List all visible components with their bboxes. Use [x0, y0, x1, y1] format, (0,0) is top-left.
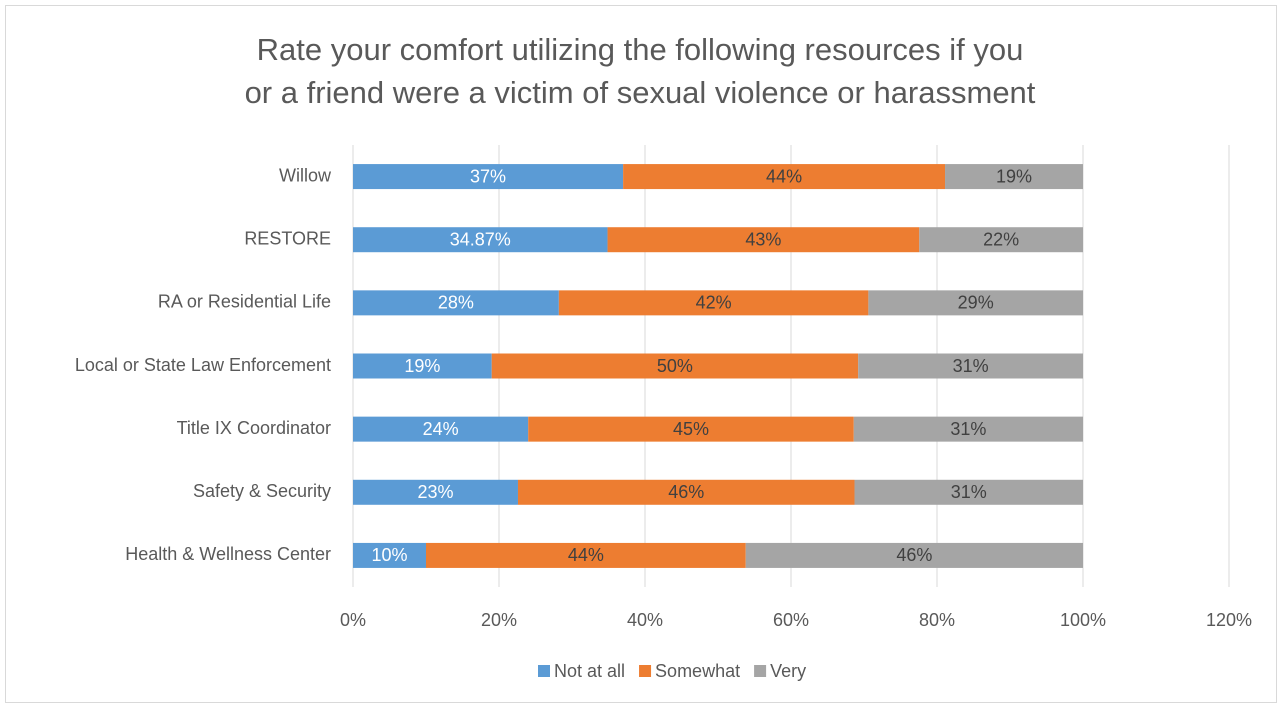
data-label: 34.87% — [450, 229, 511, 249]
bar-segment — [607, 227, 920, 253]
data-label: 44% — [568, 545, 604, 565]
bar-segment — [945, 164, 1083, 190]
y-tick-label: Safety & Security — [193, 481, 331, 501]
data-label: 31% — [951, 482, 987, 502]
data-label: 31% — [953, 356, 989, 376]
data-label: 19% — [996, 166, 1032, 186]
chart-border — [5, 5, 1277, 703]
data-label: 46% — [668, 482, 704, 502]
data-label: 46% — [896, 545, 932, 565]
data-label: 10% — [371, 545, 407, 565]
legend-label: Not at all — [554, 661, 625, 681]
bar-segment — [745, 542, 1083, 568]
x-tick-label: 100% — [1060, 610, 1106, 630]
bar-segment — [426, 542, 746, 568]
data-label: 28% — [438, 293, 474, 313]
bar-segment — [491, 353, 859, 379]
bar-segment — [858, 353, 1083, 379]
bar-segment — [558, 290, 869, 316]
x-tick-label: 0% — [340, 610, 366, 630]
data-label: 23% — [417, 482, 453, 502]
x-tick-label: 60% — [773, 610, 809, 630]
legend-swatch — [538, 665, 550, 677]
legend-swatch — [639, 665, 652, 677]
data-label: 37% — [470, 166, 506, 186]
bar-segment — [353, 353, 492, 379]
chart-title: Rate your comfort utilizing the followin… — [244, 32, 1036, 110]
data-label: 31% — [950, 419, 986, 439]
data-label: 19% — [404, 356, 440, 376]
x-tick-label: 80% — [919, 610, 955, 630]
x-tick-label: 120% — [1206, 610, 1252, 630]
bar-segment — [919, 227, 1083, 253]
x-tick-label: 20% — [481, 610, 517, 630]
y-tick-label: Local or State Law Enforcement — [75, 355, 331, 375]
bar-segment — [517, 479, 855, 505]
legend-swatch — [754, 665, 767, 677]
bar-segment — [353, 416, 529, 442]
data-label: 45% — [673, 419, 709, 439]
y-tick-label: Health & Wellness Center — [125, 544, 331, 564]
bar-segment — [353, 227, 608, 253]
y-tick-label: Willow — [279, 165, 332, 185]
data-label: 50% — [657, 356, 693, 376]
bar-segment — [353, 290, 559, 316]
data-label: 29% — [958, 293, 994, 313]
bar-segment — [623, 164, 946, 190]
bar-segment — [353, 164, 624, 190]
data-label: 42% — [696, 293, 732, 313]
bar-segment — [854, 479, 1083, 505]
legend-label: Somewhat — [655, 661, 740, 681]
bar-segment — [853, 416, 1083, 442]
legend-label: Very — [770, 661, 806, 681]
bar-segment — [353, 542, 426, 568]
y-tick-label: Title IX Coordinator — [177, 418, 331, 438]
data-label: 43% — [745, 229, 781, 249]
bar-segment — [868, 290, 1083, 316]
bar-segment — [353, 479, 518, 505]
data-label: 22% — [983, 229, 1019, 249]
y-tick-label: RESTORE — [244, 228, 331, 248]
y-tick-label: RA or Residential Life — [158, 292, 331, 312]
x-tick-label: 40% — [627, 610, 663, 630]
bar-segment — [528, 416, 854, 442]
data-label: 44% — [766, 166, 802, 186]
data-label: 24% — [423, 419, 459, 439]
